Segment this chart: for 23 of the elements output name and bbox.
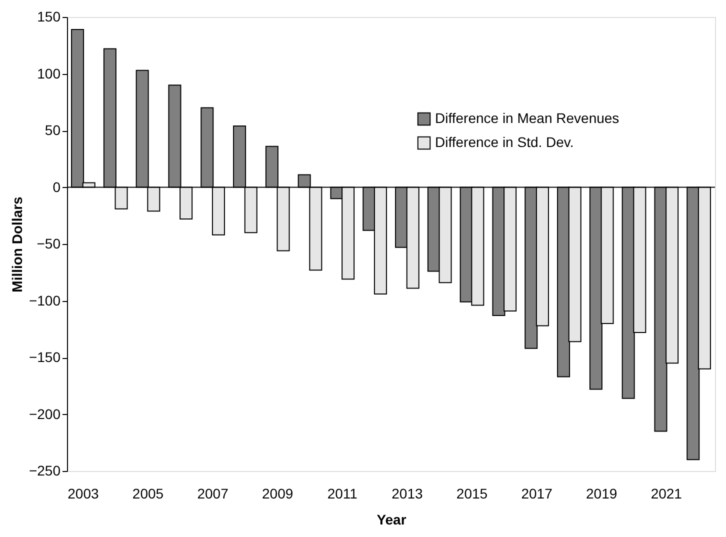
y-tick-label: −200: [28, 406, 61, 422]
x-tick-label: 2009: [262, 486, 294, 502]
x-tick-label: 2015: [456, 486, 488, 502]
y-tick-label: 150: [37, 8, 61, 24]
legend-label: Difference in Mean Revenues: [435, 110, 620, 126]
x-tick-label: 2013: [392, 486, 423, 502]
x-tick-label: 2019: [586, 486, 618, 502]
y-tick-label: −100: [28, 292, 61, 308]
y-tick-label: 0: [52, 178, 61, 195]
y-tick-label: 50: [44, 122, 61, 138]
x-tick-label: 2017: [521, 486, 553, 502]
y-tick-label: −250: [28, 462, 61, 478]
x-axis-title: Year: [376, 512, 407, 528]
y-axis-title: Million Dollars: [8, 196, 25, 292]
y-tick-label: 100: [37, 65, 61, 82]
x-tick-label: 2011: [327, 486, 358, 502]
x-tick-label: 2021: [650, 486, 682, 502]
y-tick-label: −50: [36, 236, 61, 252]
x-tick-label: 2003: [68, 486, 99, 502]
x-tick-label: 2007: [197, 486, 229, 502]
y-tick-label: −150: [28, 349, 61, 365]
legend-label: Difference in Std. Dev.: [435, 134, 574, 150]
x-tick-label: 2005: [132, 486, 164, 502]
